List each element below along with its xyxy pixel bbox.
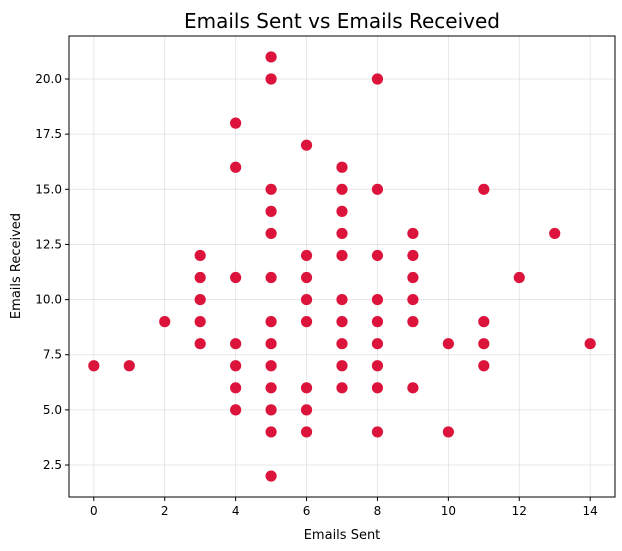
data-point xyxy=(336,227,348,240)
y-axis-ticks: 2.5 5.0 7.5 10.0 12.5 15.0 17.5 20.0 xyxy=(35,72,69,472)
data-point xyxy=(336,360,348,372)
y-tick-label: 17.5 xyxy=(35,127,62,141)
chart-title: Emails Sent vs Emails Received xyxy=(184,9,500,33)
x-tick-label: 4 xyxy=(232,504,240,518)
data-point xyxy=(371,382,384,394)
data-point xyxy=(194,338,206,350)
data-point xyxy=(300,271,313,284)
data-point xyxy=(336,183,348,195)
data-point xyxy=(407,271,419,284)
x-tick-label: 12 xyxy=(512,504,527,518)
data-point xyxy=(407,382,419,394)
data-point xyxy=(230,161,242,173)
data-point xyxy=(265,271,277,284)
data-point xyxy=(123,360,135,372)
data-point xyxy=(230,404,242,416)
x-tick-label: 8 xyxy=(374,504,382,518)
data-point xyxy=(265,51,277,63)
data-point xyxy=(265,227,277,240)
data-point xyxy=(478,360,490,372)
data-point xyxy=(194,293,206,306)
data-point xyxy=(371,426,384,438)
data-point xyxy=(300,139,313,151)
x-axis-ticks: 0 2 4 6 8 10 12 14 xyxy=(90,497,598,518)
x-tick-label: 14 xyxy=(583,504,598,518)
data-point xyxy=(371,73,384,85)
data-point xyxy=(230,338,242,350)
data-point xyxy=(407,293,419,306)
data-point xyxy=(371,360,384,372)
data-point xyxy=(336,382,348,394)
data-point xyxy=(584,338,596,350)
data-point xyxy=(371,183,384,195)
data-point xyxy=(265,426,277,438)
x-tick-label: 6 xyxy=(303,504,311,518)
data-point xyxy=(230,117,242,129)
grid xyxy=(69,36,615,497)
y-tick-label: 20.0 xyxy=(35,72,62,86)
data-point xyxy=(442,338,454,350)
data-point xyxy=(300,426,313,438)
data-point xyxy=(371,249,384,262)
y-tick-label: 15.0 xyxy=(35,182,62,196)
y-axis-label: Emails Received xyxy=(9,213,24,319)
data-point xyxy=(88,360,100,372)
y-tick-label: 12.5 xyxy=(35,237,62,251)
data-point xyxy=(265,338,277,350)
data-point xyxy=(265,360,277,372)
y-tick-label: 5.0 xyxy=(43,403,62,417)
data-point xyxy=(194,271,206,284)
data-point xyxy=(336,293,348,306)
y-tick-label: 10.0 xyxy=(35,293,62,307)
x-axis-label: Emails Sent xyxy=(304,528,381,543)
data-point xyxy=(336,205,348,217)
data-point xyxy=(407,316,419,328)
data-point xyxy=(265,73,277,85)
data-point xyxy=(442,426,454,438)
x-tick-label: 0 xyxy=(90,504,98,518)
data-point xyxy=(265,470,277,482)
data-point xyxy=(265,316,277,328)
data-point xyxy=(336,249,348,262)
data-point xyxy=(300,293,313,306)
y-tick-label: 7.5 xyxy=(43,348,62,362)
data-point xyxy=(265,404,277,416)
plot-area-frame xyxy=(68,35,616,498)
data-point xyxy=(265,205,277,217)
data-point xyxy=(194,316,206,328)
data-point xyxy=(336,161,348,173)
data-point xyxy=(513,271,525,284)
data-point xyxy=(407,249,419,262)
data-point xyxy=(265,382,277,394)
data-point xyxy=(194,249,206,262)
data-point xyxy=(478,338,490,350)
data-point xyxy=(336,316,348,328)
x-tick-label: 10 xyxy=(441,504,456,518)
data-point xyxy=(371,293,384,306)
data-point xyxy=(265,183,277,195)
data-point xyxy=(230,271,242,284)
x-tick-label: 2 xyxy=(161,504,169,518)
data-point xyxy=(371,316,384,328)
data-points xyxy=(88,51,596,482)
data-point xyxy=(336,338,348,350)
data-point xyxy=(300,404,313,416)
data-point xyxy=(159,316,171,328)
data-point xyxy=(407,227,419,240)
data-point xyxy=(371,338,384,350)
data-point xyxy=(300,249,313,262)
data-point xyxy=(300,316,313,328)
data-point xyxy=(300,382,313,394)
data-point xyxy=(230,382,242,394)
data-point xyxy=(549,227,561,240)
y-tick-label: 2.5 xyxy=(43,458,62,472)
data-point xyxy=(478,183,490,195)
data-point xyxy=(230,360,242,372)
data-point xyxy=(478,316,490,328)
